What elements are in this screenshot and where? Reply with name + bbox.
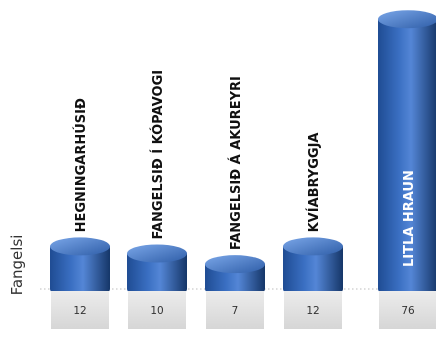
value-box-bg — [128, 291, 186, 329]
value-label: 7 — [232, 305, 239, 317]
category-label: HEGNINGARHÚSIÐ — [73, 98, 89, 232]
value-box-bg — [51, 291, 109, 329]
bar-4: KVÍABRYGGJA — [283, 132, 343, 298]
category-label: FANGELSIÐ Á AKUREYRI — [228, 76, 244, 250]
value-box: 10 — [128, 291, 186, 329]
value-labels-group: 12 10 7 12 76 — [51, 291, 436, 329]
bars-group: HEGNINGARHÚSIÐ FANGELSIÐ Í KÓPAVOGI FANGEL… — [50, 10, 436, 298]
y-axis-label: Fangelsi — [8, 235, 26, 296]
bar-body — [283, 246, 343, 298]
value-label: 10 — [150, 305, 163, 317]
bar-body — [50, 246, 110, 298]
value-label: 12 — [306, 305, 319, 317]
value-box: 7 — [206, 291, 264, 329]
bar-1: HEGNINGARHÚSIÐ — [50, 98, 110, 298]
bar-body — [127, 253, 187, 298]
category-label: LITLA HRAUN — [402, 170, 417, 267]
category-label: KVÍABRYGGJA — [306, 132, 322, 232]
category-label: FANGELSIÐ Í KÓPAVOGI — [150, 70, 166, 240]
bar-5: LITLA HRAUN — [378, 10, 436, 298]
value-box: 76 — [379, 291, 436, 329]
value-box-bg — [206, 291, 264, 329]
bar-top — [283, 237, 343, 256]
value-label: 12 — [73, 305, 86, 317]
value-box: 12 — [284, 291, 342, 329]
bar-body — [205, 264, 265, 298]
bar-top — [127, 244, 187, 263]
bar-top — [205, 255, 265, 274]
value-box: 12 — [51, 291, 109, 329]
bar-3: FANGELSIÐ Á AKUREYRI — [205, 76, 265, 298]
bar-top — [378, 10, 436, 29]
bar-body — [378, 19, 436, 298]
value-box-bg — [284, 291, 342, 329]
value-label: 76 — [401, 305, 415, 317]
bar-2: FANGELSIÐ Í KÓPAVOGI — [127, 70, 187, 298]
value-box-bg — [379, 291, 436, 329]
bar-top — [50, 237, 110, 256]
